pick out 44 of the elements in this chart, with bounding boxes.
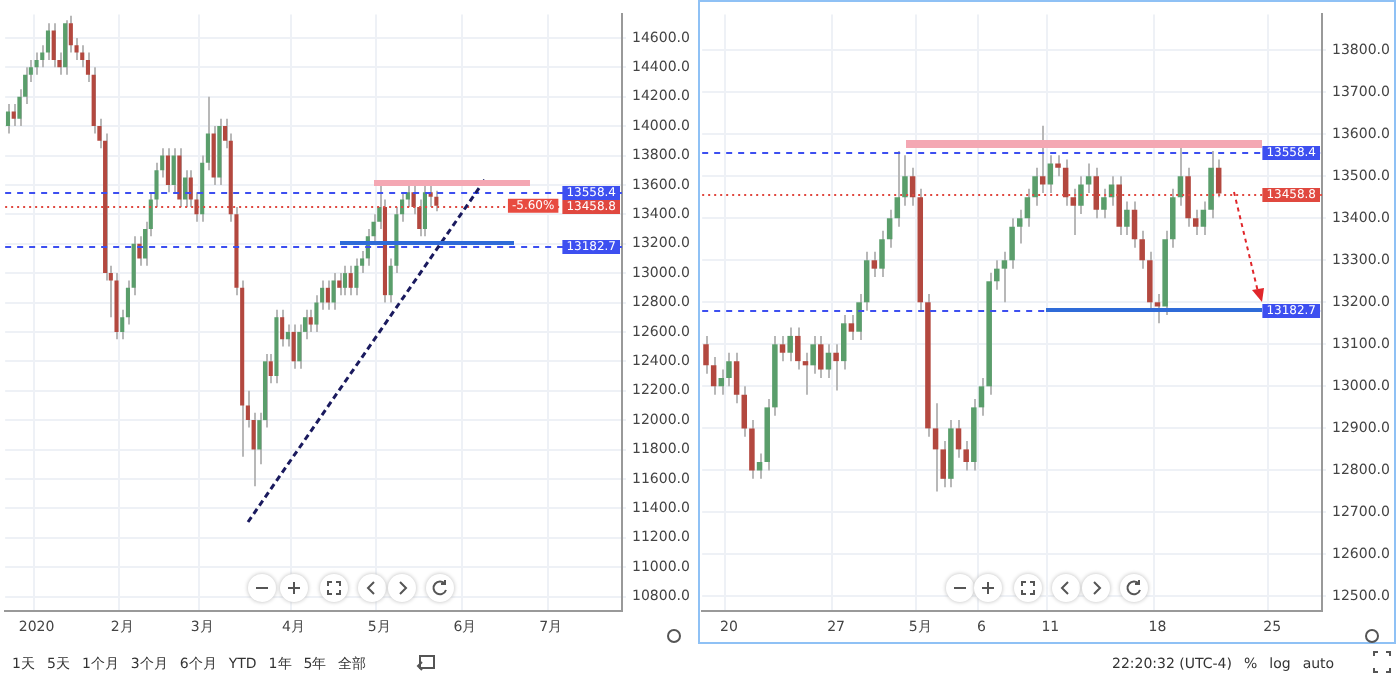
candlestick xyxy=(1124,200,1130,237)
candlestick xyxy=(434,189,439,213)
candlestick xyxy=(354,257,359,297)
candlestick xyxy=(11,103,16,128)
candlestick xyxy=(297,323,302,370)
candlestick xyxy=(285,323,290,348)
candlestick xyxy=(1047,154,1054,195)
candlestick xyxy=(177,147,182,208)
candlestick xyxy=(848,313,855,342)
candlestick xyxy=(779,334,786,363)
candlestick xyxy=(1085,162,1092,195)
candlestick xyxy=(5,103,11,135)
candlestick xyxy=(51,22,56,69)
candlestick xyxy=(422,183,428,238)
candlestick xyxy=(45,22,51,61)
candlestick xyxy=(1215,158,1222,199)
candlestick xyxy=(733,351,740,405)
candlestick xyxy=(325,279,330,311)
candlestick xyxy=(314,294,319,333)
candlestick xyxy=(171,147,176,194)
candlestick xyxy=(818,334,824,379)
candlestick xyxy=(280,308,285,348)
candlestick xyxy=(308,308,313,333)
candlestick xyxy=(795,326,801,371)
candlestick xyxy=(1039,124,1046,195)
candlestick xyxy=(63,19,68,76)
candlestick xyxy=(787,326,793,363)
candlestick xyxy=(337,272,342,297)
candlestick xyxy=(955,418,962,459)
candlestick xyxy=(825,343,832,379)
candlestick xyxy=(348,264,353,297)
candlestick xyxy=(726,351,732,388)
candlestick xyxy=(34,51,39,76)
candlestick xyxy=(1093,166,1100,220)
candlestick xyxy=(217,117,222,186)
candlestick xyxy=(331,272,336,311)
candlestick xyxy=(1116,175,1122,237)
candlestick xyxy=(80,44,85,69)
candlestick xyxy=(342,264,348,297)
candlestick xyxy=(291,323,296,370)
candlestick xyxy=(1101,187,1107,220)
candlestick xyxy=(165,147,170,194)
candlestick xyxy=(871,250,878,279)
candlestick xyxy=(833,343,839,392)
